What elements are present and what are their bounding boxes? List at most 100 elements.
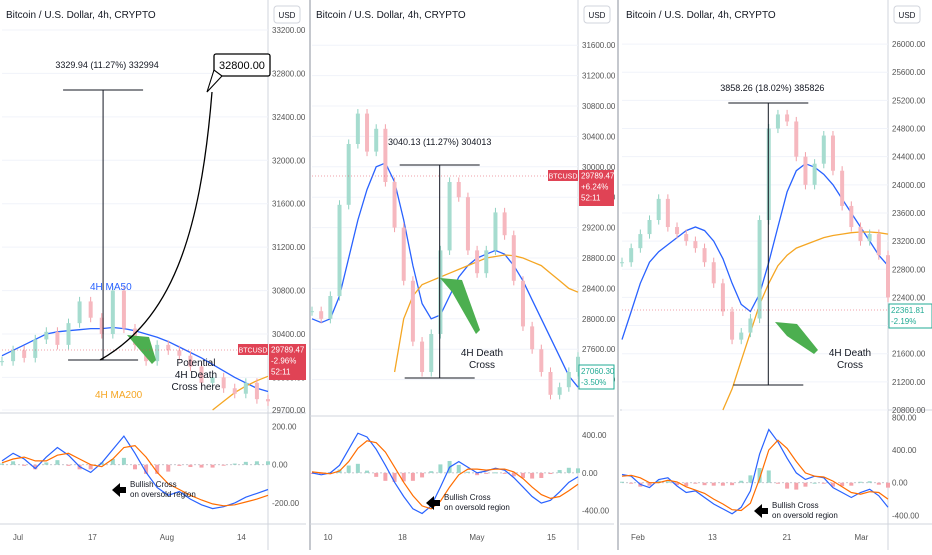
measure-label: 3040.13 (11.27%) 304013 [388,137,491,147]
price-candle [254,382,259,400]
macd-histogram-bar [548,472,553,475]
usd-currency-button[interactable] [583,5,611,24]
symbol-badge-text: BTCUSD [549,174,578,181]
price-candle [530,326,535,350]
price-candle [99,317,104,334]
price-candle [647,220,652,235]
annotation-arrow [775,322,818,354]
macd-histogram-bar [557,470,562,473]
macd-histogram-bar [243,461,248,465]
usd-currency-button[interactable] [893,5,921,24]
macd-histogram-bar [803,482,808,487]
price-candle [520,280,525,327]
ma-badge-price: 27060.30 [581,367,615,376]
price-badge [579,170,614,206]
price-tick-label: 23200.00 [892,237,926,246]
macd-histogram-bar [22,464,27,466]
ma200-line [722,231,889,411]
price-candle [711,262,716,284]
macd-histogram-bar [620,481,624,483]
price-tick-label: 24400.00 [892,153,926,162]
ma-badge-change: -3.50% [581,378,606,387]
target-box [213,53,271,77]
price-candle [557,387,562,395]
price-tick-label: 22400.00 [892,293,926,302]
price-candle [337,204,342,296]
price-tick-label: 30800.00 [582,102,616,111]
macd-histogram-bar [656,480,661,483]
time-tick-label: Jul [13,533,23,542]
signal-line [621,439,889,512]
price-candle [0,361,4,363]
macd-histogram-bar [530,472,535,479]
usd-currency-label: USD [899,11,916,20]
macd-note-text: Bullish Cross [772,501,819,510]
price-candle [638,234,643,249]
macd-histogram-bar [502,472,507,474]
macd-line [311,432,579,515]
price-candle [849,205,854,228]
annotation-arrow [127,335,156,364]
macd-histogram-bar [520,472,525,478]
price-tick-label: 24000.00 [892,181,926,190]
macd-histogram-bar [188,464,193,468]
macd-histogram-bar [484,472,489,474]
price-candle [566,372,571,388]
macd-histogram-bar [748,475,753,483]
price-candle [374,128,379,152]
time-tick-label: 10 [324,533,333,542]
price-tick-label: 32000.00 [272,156,306,165]
price-candle [785,114,790,122]
macd-histogram-bar [876,482,881,485]
macd-histogram-bar [821,482,826,484]
macd-note-text: on oversold region [772,511,838,520]
signal-line [1,444,269,507]
macd-histogram-bar [675,482,680,486]
chart-title: Bitcoin / U.S. Dollar, 4h, CRYPTO [316,10,466,21]
price-tick-label: 22800.00 [892,265,926,274]
price-candle [410,280,415,342]
macd-histogram-bar [438,464,443,473]
time-tick-label: Feb [631,533,645,542]
price-candle [319,311,324,319]
price-candle [11,350,16,362]
price-candle [475,250,480,274]
macd-histogram-bar [766,470,771,483]
price-candle [867,234,872,242]
macd-histogram-bar [665,481,670,483]
macd-histogram-bar [166,464,171,472]
macd-histogram-bar [775,482,780,484]
macd-histogram-bar [730,482,735,486]
price-candle [365,113,370,152]
signal-line [311,440,579,510]
macd-histogram-bar [365,470,370,473]
price-tick-label: 31200.00 [272,243,306,252]
price-badge-price: 29789.47 [581,172,615,181]
price-candle [110,290,115,334]
price-candle [392,182,397,228]
price-candle [456,182,461,198]
macd-histogram-bar [465,471,470,473]
callout-text: Potential [177,358,216,369]
price-tick-label: 23600.00 [892,209,926,218]
macd-histogram-bar [144,464,149,474]
price-badge [888,303,932,329]
price-tick-label: 29700.00 [272,406,306,415]
measure-label: 3858.26 (18.02%) 385826 [720,83,824,93]
macd-tick-label: 400.00 [892,446,917,455]
callout-text: Cross [837,360,863,371]
usd-currency-button[interactable] [273,5,301,24]
price-candle [794,121,799,157]
price-candle [656,198,661,220]
price-candle [830,135,835,171]
macd-histogram-bar [374,472,379,477]
macd-histogram-bar [55,460,60,465]
time-tick-label: 15 [547,533,556,542]
time-tick-label: 18 [398,533,407,542]
macd-histogram-bar [576,468,580,473]
price-tick-label: 31200.00 [582,72,616,81]
price-candle [447,182,452,251]
macd-tick-label: 0.00 [892,479,908,488]
price-candle [502,212,507,236]
